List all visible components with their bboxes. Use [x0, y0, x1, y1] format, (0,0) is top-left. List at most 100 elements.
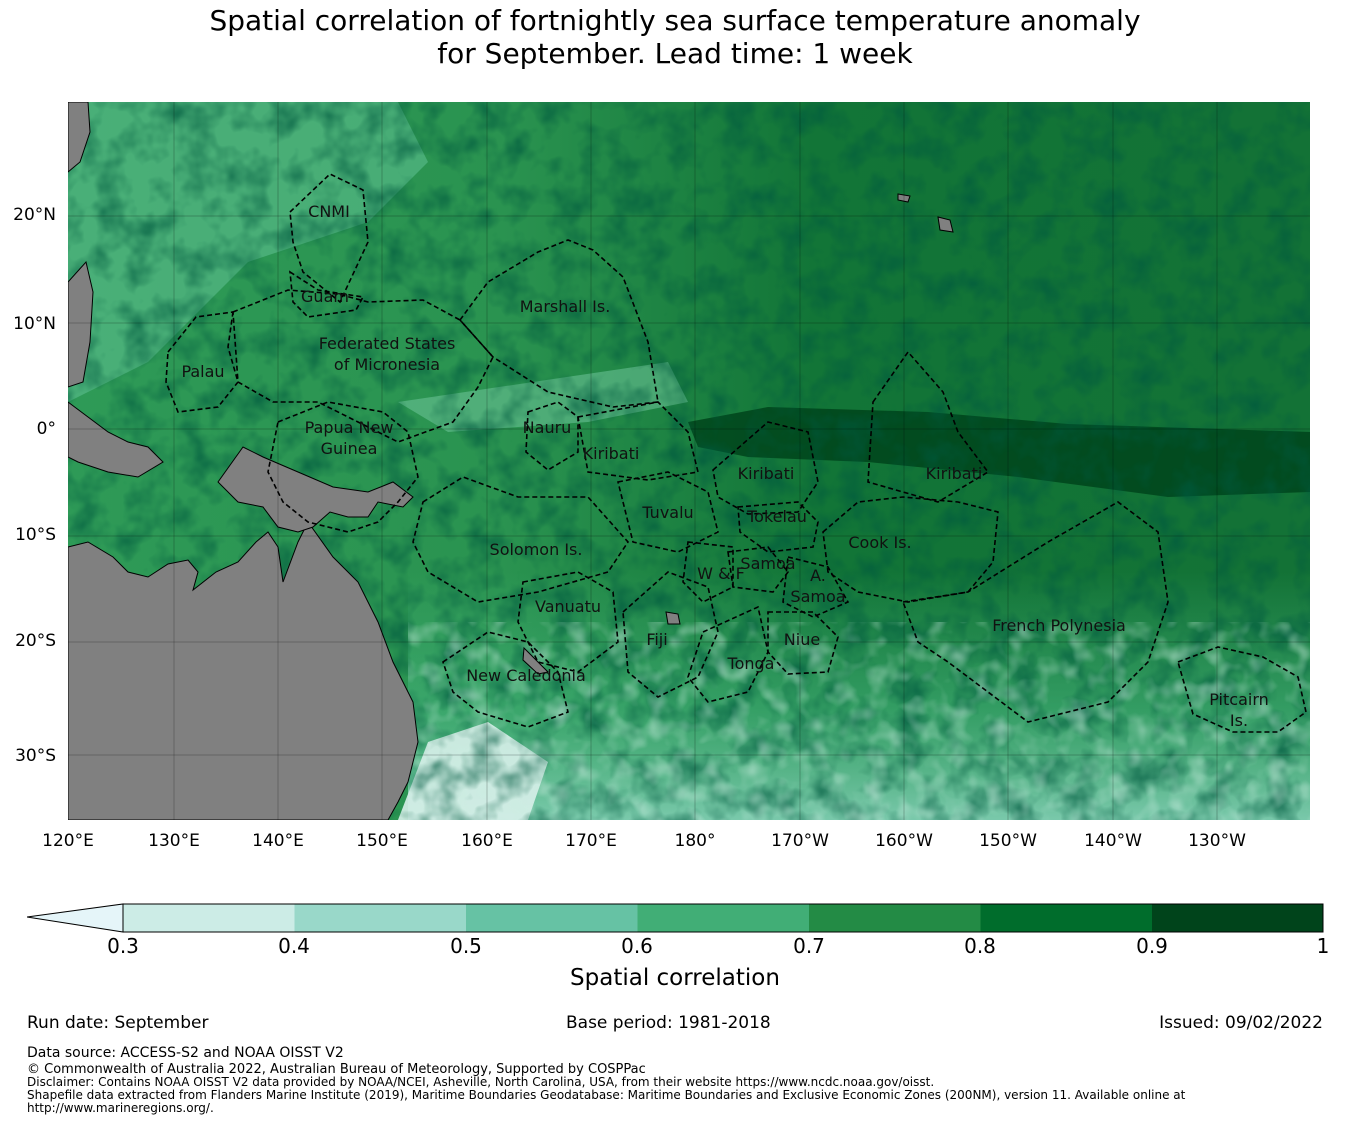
- new-caledonia-land: [522, 646, 550, 675]
- eez-fiji: [622, 571, 719, 698]
- region-label-png-1: Papua New: [304, 418, 394, 437]
- lat-label-20n: 20°N: [13, 205, 56, 225]
- region-label-kiribati-e: Kiribati: [925, 464, 983, 483]
- eez-cnmi: [289, 173, 369, 304]
- colorbar: [27, 903, 1324, 933]
- region-label-png-2: Guinea: [320, 439, 378, 458]
- lon-label-170w: 170°W: [771, 831, 829, 851]
- eez-asamoa: [782, 556, 850, 618]
- region-label-pitcairn-1: Pitcairn: [1209, 690, 1269, 709]
- eez-tonga: [687, 605, 769, 703]
- colorbar-bin-1: [294, 904, 466, 932]
- chart-title: Spatial correlation of fortnightly sea s…: [0, 4, 1350, 70]
- eez-french-polynesia: [901, 501, 1169, 723]
- eez-solomon: [412, 476, 630, 603]
- region-label-new-caledonia: New Caledonia: [466, 666, 586, 685]
- taiwan: [68, 102, 91, 173]
- region-label-fsm-1: Federated States: [318, 334, 456, 353]
- lat-label-10n: 10°N: [13, 314, 56, 334]
- region-label-guam: Guam: [301, 287, 349, 306]
- eez-guam: [289, 270, 365, 318]
- region-label-wf: W & F: [697, 564, 745, 583]
- lon-label-150w: 150°W: [979, 831, 1037, 851]
- region-label-marshall: Marshall Is.: [519, 297, 611, 316]
- region-label-asamoa-1: A.: [810, 566, 826, 585]
- region-label-niue: Niue: [783, 630, 821, 649]
- colorbar-tick-0: 0.3: [107, 934, 139, 958]
- region-label-vanuatu: Vanuatu: [534, 597, 602, 616]
- eez-fsm: [227, 289, 494, 443]
- issued-date: Issued: 09/02/2022: [1159, 1013, 1323, 1033]
- data-source: Data source: ACCESS-S2 and NOAA OISST V2: [27, 1045, 344, 1061]
- region-label-tokelau: Tokelau: [747, 507, 807, 526]
- eez-kiribati-w: [577, 401, 699, 481]
- colorbar-frame: [122, 903, 1324, 933]
- new-guinea: [217, 446, 414, 533]
- eez-samoa: [727, 546, 790, 593]
- colorbar-bin-0: [123, 904, 295, 932]
- lon-label-150e: 150°E: [356, 831, 408, 851]
- lon-label-180: 180°: [674, 831, 716, 851]
- landmasses: [68, 102, 954, 820]
- ocean-texture-light: [408, 622, 1310, 820]
- eez-wf: [682, 541, 734, 603]
- colorbar-extend-arrow: [27, 903, 124, 933]
- base-period: Base period: 1981-2018: [566, 1013, 771, 1033]
- hawaii-land: [937, 216, 954, 233]
- indonesia: [68, 401, 164, 478]
- lon-label-160e: 160°E: [461, 831, 513, 851]
- region-label-samoa: Samoa: [740, 554, 796, 573]
- lon-label-130e: 130°E: [148, 831, 200, 851]
- eez-png: [267, 401, 419, 533]
- hawaii-islands: [897, 193, 911, 203]
- lon-label-160w: 160°W: [875, 831, 933, 851]
- region-label-solomon: Solomon Is.: [489, 540, 583, 559]
- region-label-pitcairn-2: Is.: [1229, 711, 1249, 730]
- shapefile-credit: Shapefile data extracted from Flanders M…: [27, 1088, 1186, 1115]
- region-label-fiji: Fiji: [646, 630, 668, 649]
- colorbar-tick-3: 0.6: [621, 934, 653, 958]
- lon-label-140w: 140°W: [1084, 831, 1142, 851]
- region-label-nauru: Nauru: [522, 418, 572, 437]
- colorbar-bin-6: [1152, 904, 1323, 932]
- lat-label-30s: 30°S: [15, 746, 56, 766]
- eez-nauru: [525, 401, 579, 471]
- lat-label-10s: 10°S: [15, 525, 56, 545]
- eez-tokelau: [737, 501, 819, 553]
- colorbar-tick-7: 1: [1316, 934, 1330, 958]
- region-label-kiribati-c: Kiribati: [737, 464, 795, 483]
- colorbar-bin-5: [980, 904, 1152, 932]
- colorbar-bin-3: [637, 904, 809, 932]
- region-label-french-polynesia: French Polynesia: [992, 616, 1126, 635]
- graticule: [68, 102, 1310, 820]
- lon-label-170e: 170°E: [565, 831, 617, 851]
- region-label-tonga: Tonga: [727, 654, 775, 673]
- eez-marshall: [458, 239, 659, 408]
- lat-label-20s: 20°S: [15, 631, 56, 651]
- eez-vanuatu: [517, 571, 619, 673]
- region-label-cnmi: CNMI: [308, 202, 350, 221]
- region-label-asamoa-2: Samoa: [790, 587, 846, 606]
- disclaimer: Disclaimer: Contains NOAA OISST V2 data …: [27, 1075, 935, 1089]
- colorbar-tick-2: 0.5: [450, 934, 482, 958]
- region-label-palau: Palau: [181, 362, 225, 381]
- fiji-land: [665, 611, 681, 625]
- region-label-fsm-2: of Micronesia: [333, 355, 441, 374]
- colorbar-bin-4: [809, 904, 981, 932]
- eez-cook: [822, 496, 999, 603]
- lat-label-0: 0°: [36, 419, 56, 439]
- colorbar-tick-4: 0.7: [793, 934, 825, 958]
- map-canvas: [68, 102, 1310, 820]
- eez-boundaries: [165, 173, 1307, 733]
- colorbar-tick-6: 0.9: [1136, 934, 1168, 958]
- australia: [68, 521, 419, 820]
- region-label-tuvalu: Tuvalu: [642, 503, 694, 522]
- colorbar-tick-1: 0.4: [278, 934, 310, 958]
- title-line-2: for September. Lead time: 1 week: [437, 37, 913, 70]
- philippines: [68, 260, 94, 388]
- colorbar-label: Spatial correlation: [570, 965, 780, 991]
- lon-label-130w: 130°W: [1188, 831, 1246, 851]
- lon-label-140e: 140°E: [252, 831, 304, 851]
- eez-new-caledonia: [442, 631, 569, 728]
- eez-tuvalu: [617, 471, 719, 553]
